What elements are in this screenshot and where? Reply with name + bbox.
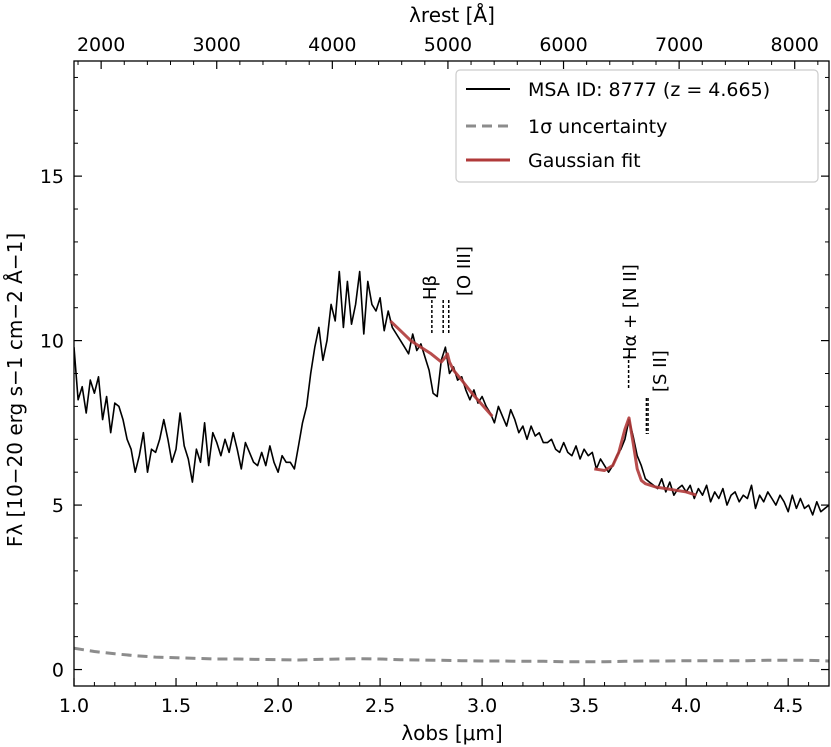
y-tick-label: 15	[40, 166, 64, 188]
x-tick-label: 3.5	[569, 695, 599, 717]
top-tick-label: 7000	[655, 34, 703, 56]
top-tick-label: 3000	[193, 34, 241, 56]
top-tick-label: 8000	[771, 34, 819, 56]
gaussian-fit-line	[594, 416, 697, 497]
emission-line-label: Hβ	[420, 275, 441, 300]
top-tick-label: 4000	[308, 34, 356, 56]
emission-line-label: [S II]	[650, 350, 671, 392]
y-tick-label: 10	[40, 331, 64, 353]
top-tick-label: 2000	[77, 34, 125, 56]
spectrum-line	[74, 270, 829, 516]
x-tick-label: 3.0	[467, 695, 497, 717]
legend-box	[455, 69, 819, 183]
x-axis-label: λobs [μm]	[401, 721, 502, 745]
emission-line-label: [O III]	[454, 246, 475, 296]
y-tick-label: 5	[52, 495, 64, 517]
uncertainty-line	[74, 646, 829, 664]
top-tick-label: 6000	[539, 34, 587, 56]
y-tick-label: 0	[52, 660, 64, 682]
legend-label-uncertainty: 1σ uncertainty	[528, 116, 667, 138]
gaussian-fit-line	[389, 319, 494, 418]
emission-line-label: Hα + [N II]	[620, 264, 641, 360]
x-tick-label: 4.5	[773, 695, 803, 717]
x-tick-label: 1.5	[161, 695, 191, 717]
top-axis-label: λrest [Å]	[409, 3, 495, 27]
legend-label-gaussian: Gaussian fit	[528, 150, 641, 172]
legend: MSA ID: 8777 (z = 4.665) 1σ uncertainty …	[455, 69, 819, 183]
top-tick-label: 5000	[424, 34, 472, 56]
legend-label-spectrum: MSA ID: 8777 (z = 4.665)	[528, 79, 770, 101]
x-tick-label: 4.0	[671, 695, 701, 717]
x-tick-label: 2.0	[263, 695, 293, 717]
x-tick-label: 1.0	[59, 695, 89, 717]
plot-frame	[73, 60, 830, 687]
x-tick-label: 2.5	[365, 695, 395, 717]
y-axis-label: Fλ [10−20 erg s−1 cm−2 Å−1]	[3, 233, 27, 547]
